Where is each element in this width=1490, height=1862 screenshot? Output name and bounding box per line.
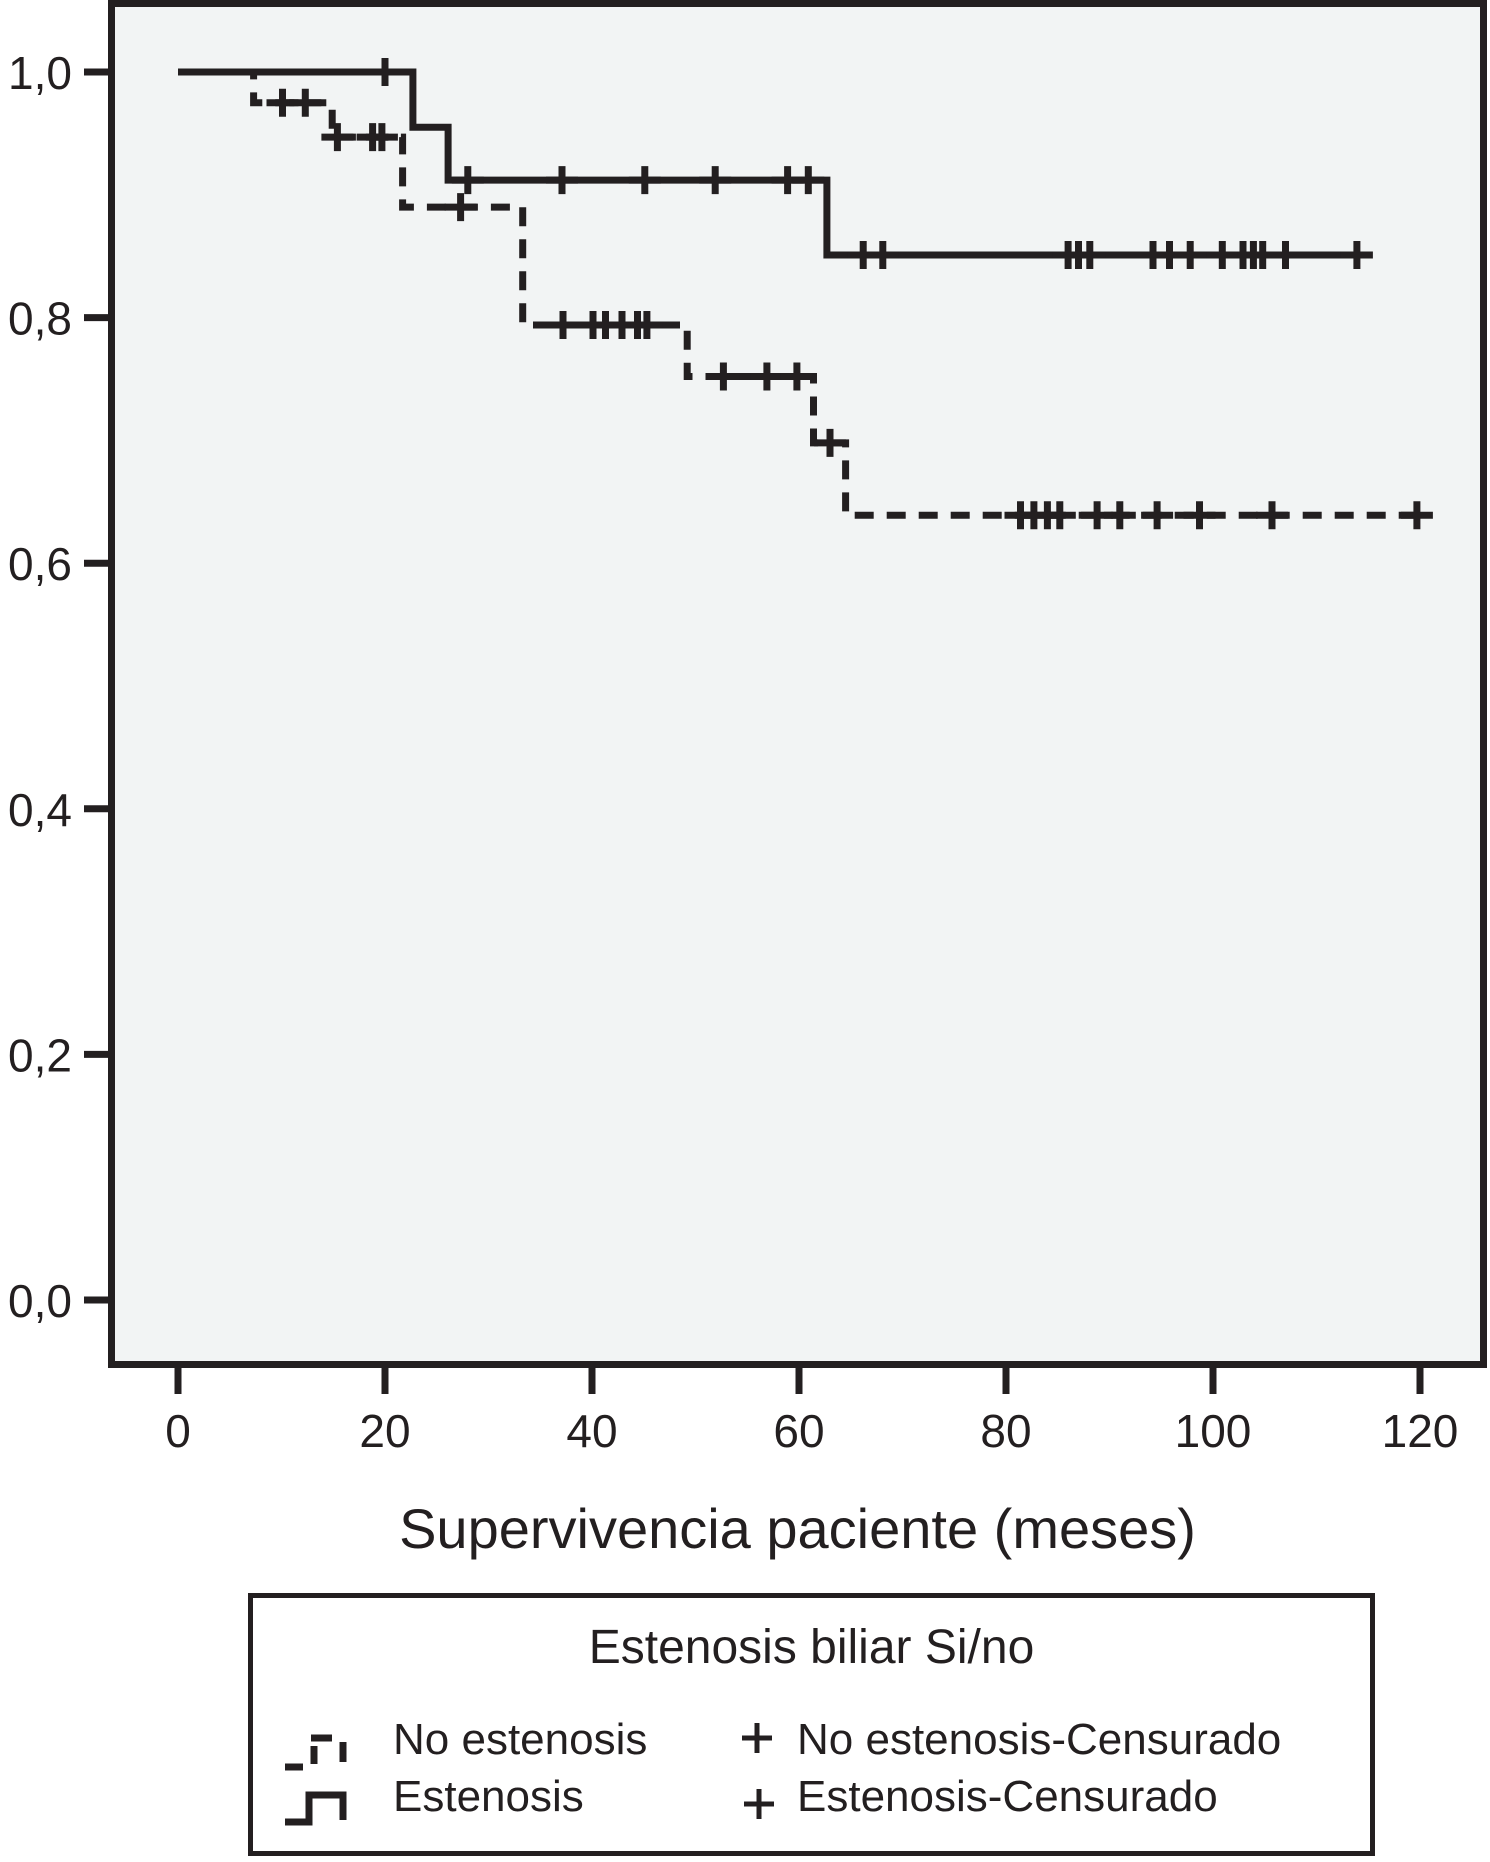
x-axis-tick-label: 40 (566, 1405, 617, 1457)
x-axis-tick-label: 80 (980, 1405, 1031, 1457)
x-axis-tick-label: 100 (1175, 1405, 1252, 1457)
y-axis-tick-label: 0,8 (8, 293, 72, 345)
censor-mark-no-estenosis (444, 193, 477, 222)
censor-mark-estenosis (546, 166, 578, 195)
plus-censor-icon (742, 1723, 772, 1753)
survival-plot-canvas: 1,0 0,8 0,6 0,4 0,2 0,0 0 20 40 60 80 100 120 (8, 0, 1487, 1457)
censor-mark-estenosis (451, 166, 484, 195)
censor-mark-estenosis (1073, 241, 1106, 269)
censor-mark-no-estenosis (1400, 501, 1433, 530)
km-curve-estenosis (178, 68, 1369, 259)
x-axis-tick-label: 20 (359, 1405, 410, 1457)
censor-mark-no-estenosis (1256, 501, 1288, 530)
censor-mark-estenosis (1174, 241, 1207, 269)
censor-mark-estenosis (792, 166, 825, 195)
legend-box: Estenosis biliar Si/no No estenosis No e… (248, 1593, 1375, 1856)
solid-step-line-icon (285, 1791, 347, 1826)
censor-mark-no-estenosis (289, 88, 322, 117)
dashed-step-line-icon (285, 1734, 347, 1771)
censor-mark-no-estenosis (707, 362, 740, 391)
censor-mark-no-estenosis (750, 362, 783, 391)
y-axis-tick-label: 0,6 (8, 538, 72, 590)
censor-mark-estenosis (1340, 241, 1373, 269)
censor-mark-estenosis (699, 166, 732, 195)
censor-mark-no-estenosis (365, 123, 398, 152)
legend-label-estenosis: Estenosis (393, 1772, 584, 1821)
legend-label-estenosis-censurado: Estenosis-Censurado (797, 1772, 1218, 1821)
y-axis-tick-label: 0,2 (8, 1029, 72, 1081)
plot-box (108, 0, 1487, 1368)
x-axis-tick-label: 120 (1382, 1405, 1459, 1457)
censor-mark-no-estenosis (1103, 501, 1136, 530)
censor-mark-no-estenosis (1043, 501, 1076, 530)
censor-mark-no-estenosis (780, 362, 813, 391)
legend-label-no-estenosis: No estenosis (393, 1715, 648, 1764)
censor-mark-no-estenosis (1141, 501, 1174, 530)
censor-mark-estenosis (866, 241, 899, 269)
censor-mark-no-estenosis (814, 428, 846, 457)
y-axis-tick-label: 0,0 (8, 1275, 72, 1327)
censor-mark-no-estenosis (321, 123, 354, 152)
x-axis-tick-label: 0 (165, 1405, 191, 1457)
y-axis-tick-label: 1,0 (8, 47, 72, 99)
censor-mark-estenosis (628, 166, 661, 195)
censor-mark-no-estenosis (1183, 501, 1216, 530)
legend-title: Estenosis biliar Si/no (588, 1621, 1035, 1674)
x-axis-tick-label: 60 (773, 1405, 824, 1457)
plus-censor-icon (744, 1789, 774, 1819)
censor-mark-estenosis (1269, 241, 1302, 269)
censor-mark-estenosis (369, 58, 401, 86)
censor-mark-no-estenosis (547, 311, 579, 339)
y-axis-tick-label: 0,4 (8, 784, 72, 836)
censor-mark-no-estenosis (630, 311, 663, 339)
legend-label-no-estenosis-censurado: No estenosis-Censurado (797, 1715, 1282, 1764)
x-axis-title: Supervivencia paciente (meses) (399, 1497, 1196, 1560)
